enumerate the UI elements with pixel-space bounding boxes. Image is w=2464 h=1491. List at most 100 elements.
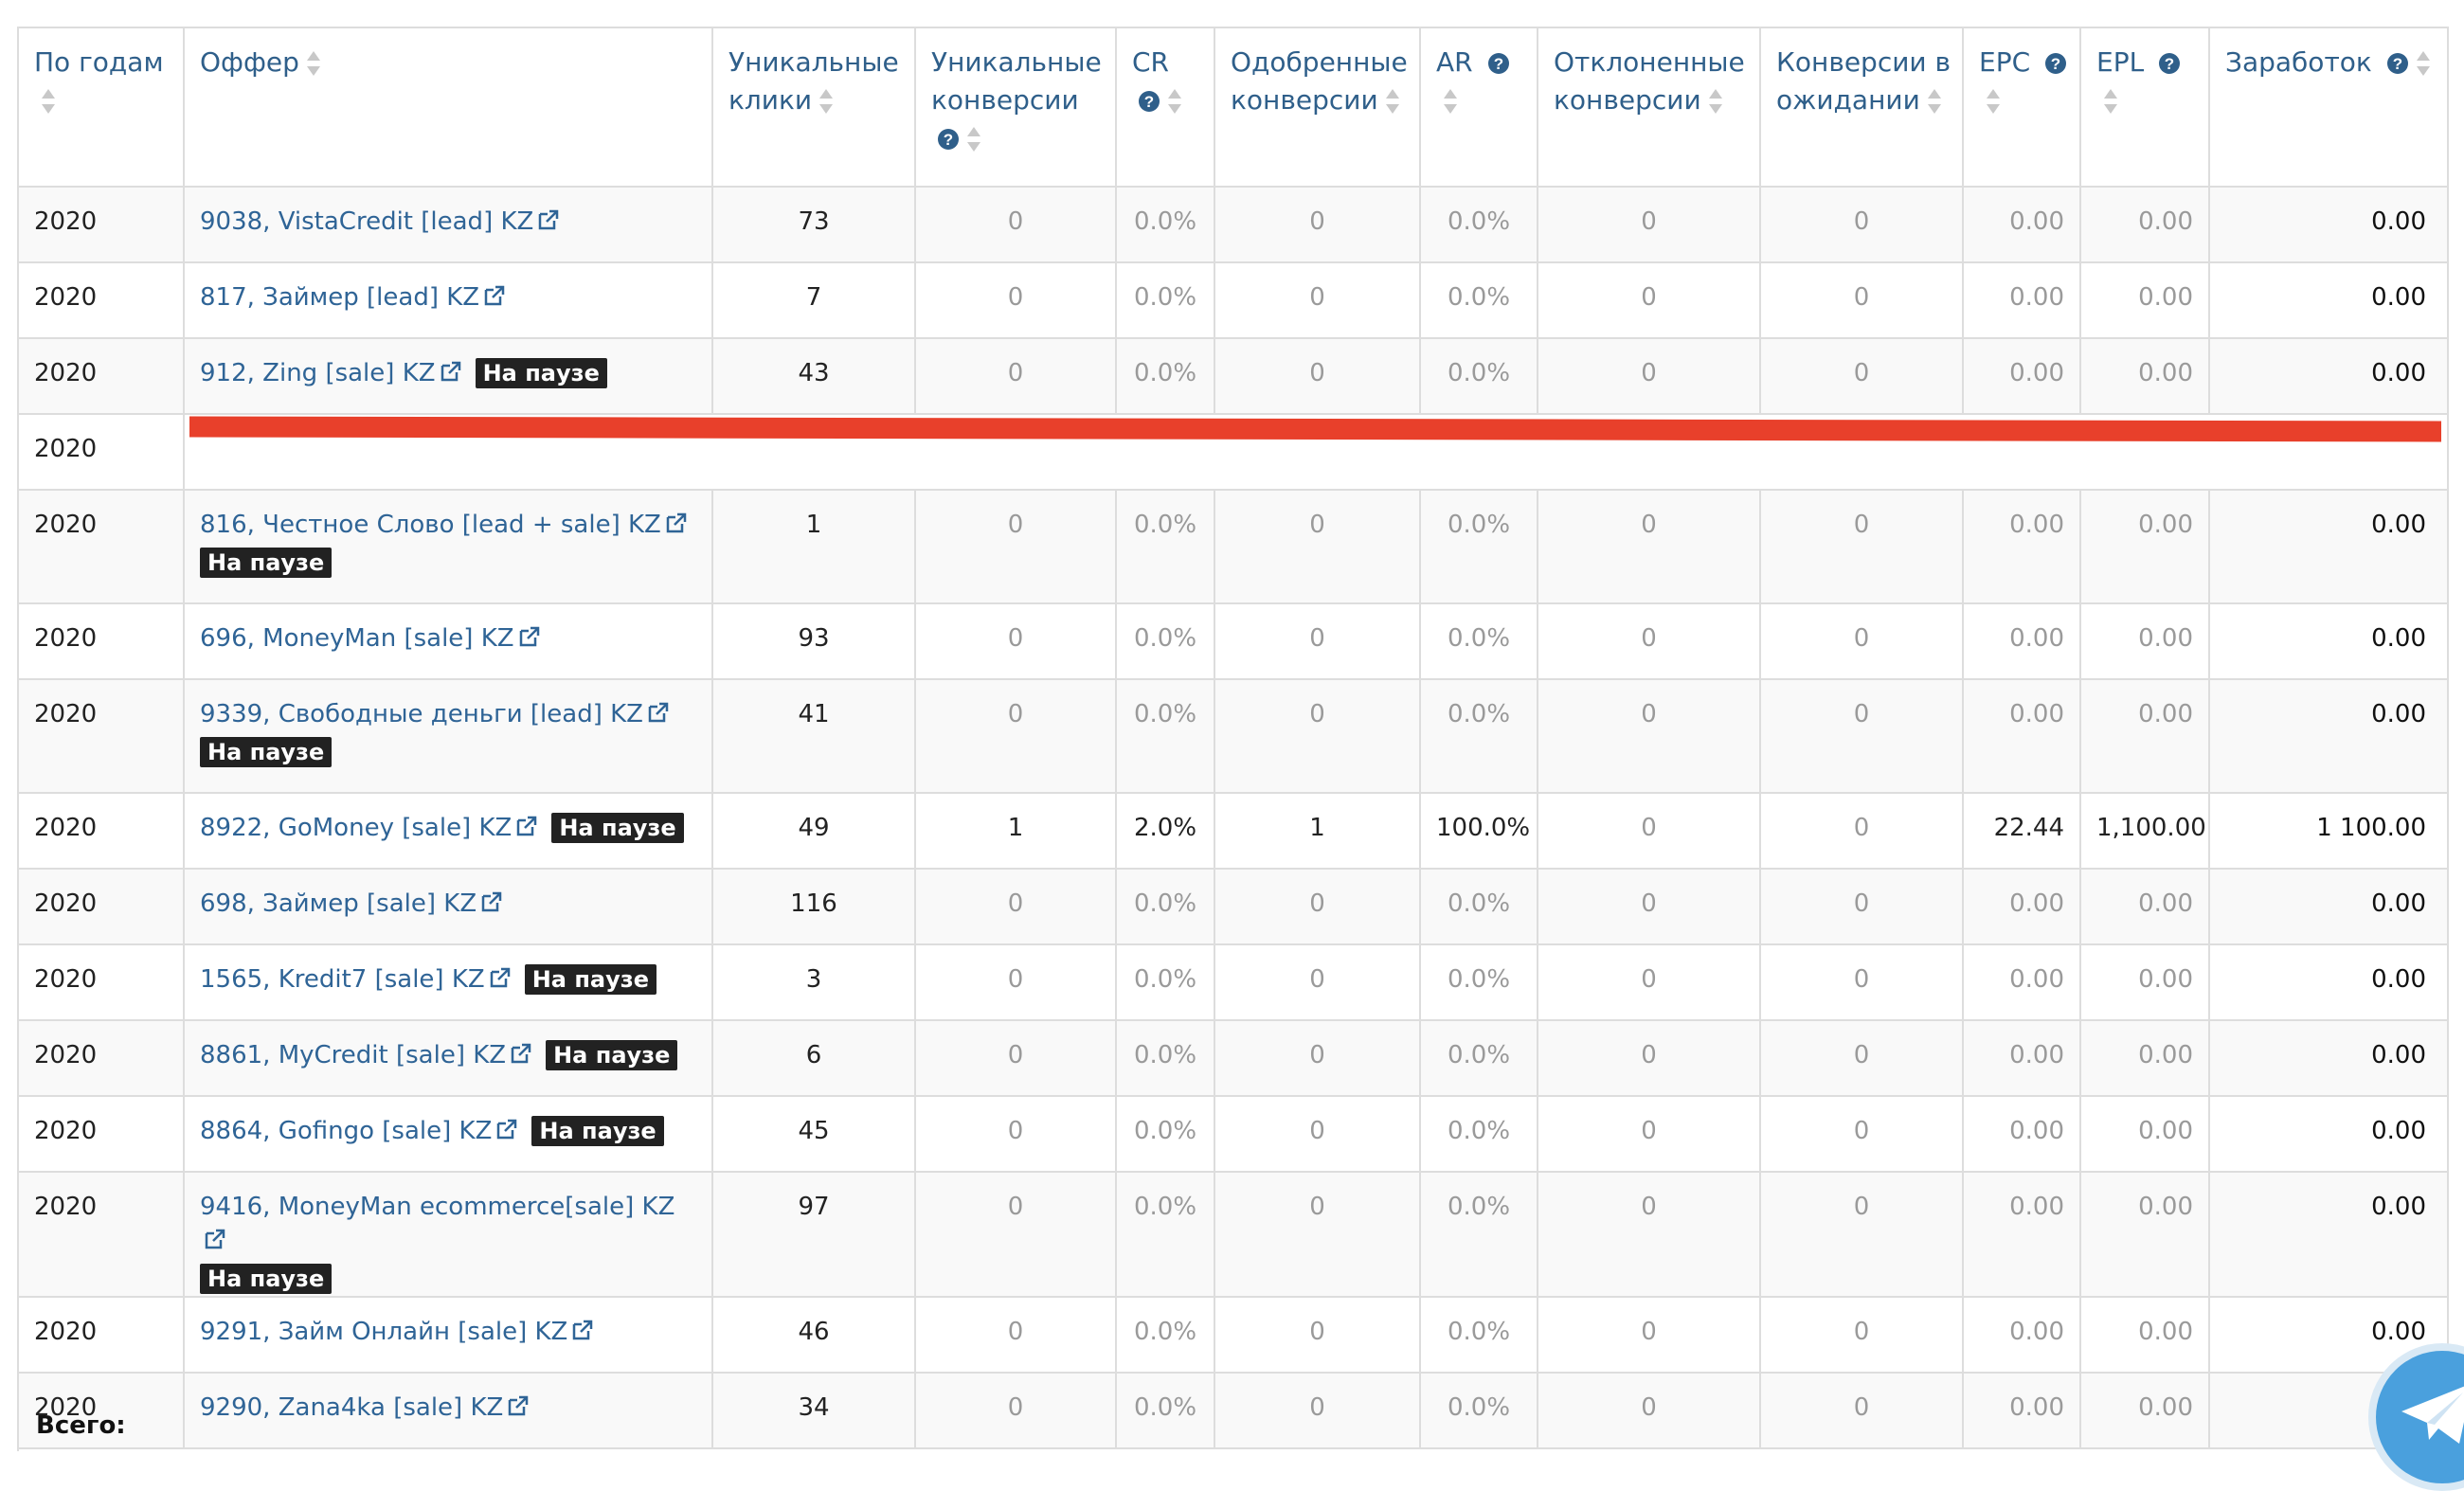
year-cell: 2020 <box>17 1171 185 1298</box>
question-circle-icon[interactable]: ? <box>2044 52 2067 75</box>
sort-arrows-icon[interactable] <box>1985 87 2002 116</box>
sort-arrows-icon[interactable] <box>1926 87 1943 116</box>
column-header[interactable]: Конверсии в ожидании <box>1759 27 1964 188</box>
external-link-icon[interactable] <box>495 1118 518 1141</box>
external-link-icon[interactable] <box>510 1042 532 1065</box>
sort-arrows-icon[interactable] <box>818 87 835 116</box>
earnings-cell: 0.00 <box>2208 1095 2449 1173</box>
clicks-cell: 97 <box>711 1171 916 1298</box>
external-link-icon[interactable] <box>515 815 538 837</box>
external-link-icon[interactable] <box>665 512 688 534</box>
sort-arrows-icon[interactable] <box>1166 87 1183 116</box>
question-circle-icon[interactable]: ? <box>2158 52 2181 75</box>
column-header[interactable]: Уникальные клики <box>711 27 916 188</box>
sort-arrows-icon[interactable] <box>965 125 982 153</box>
epl-cell: 0.00 <box>2079 1019 2210 1097</box>
svg-text:?: ? <box>944 131 953 149</box>
sort-arrows-icon[interactable] <box>1442 87 1459 116</box>
offer-link[interactable]: 817, Займер [lead] KZ <box>200 283 480 312</box>
cr-cell: 0.0% <box>1115 1095 1215 1173</box>
uconv-cell: 1 <box>914 792 1117 870</box>
external-link-icon[interactable] <box>518 625 541 648</box>
offer-link[interactable]: 8864, Gofingo [sale] KZ <box>200 1117 493 1145</box>
offer-link[interactable]: 9416, MoneyMan ecommerce[sale] KZ <box>200 1193 675 1221</box>
column-header-label: CR <box>1132 46 1170 78</box>
earnings-cell: 0.00 <box>2208 186 2449 263</box>
offer-link[interactable]: 8922, GoMoney [sale] KZ <box>200 814 513 842</box>
rejected-cell: 0 <box>1537 792 1761 870</box>
external-link-icon[interactable] <box>537 208 560 231</box>
sort-arrows-icon[interactable] <box>2102 87 2119 116</box>
external-link-icon[interactable] <box>571 1319 594 1341</box>
cr-cell: 0.0% <box>1115 868 1215 945</box>
offer-link[interactable]: 9290, Zana4ka [sale] KZ <box>200 1393 504 1422</box>
column-header-label: Уникальные клики <box>728 46 899 116</box>
clicks-cell: 7 <box>711 261 916 339</box>
rejected-cell: 0 <box>1537 602 1761 680</box>
external-link-icon[interactable] <box>204 1228 226 1250</box>
year-cell: 2020 <box>17 1095 185 1173</box>
offer-link[interactable]: 8861, MyCredit [sale] KZ <box>200 1041 507 1069</box>
clicks-cell: 49 <box>711 792 916 870</box>
offer-cell: 1565, Kredit7 [sale] KZ На паузе <box>183 943 713 1021</box>
cr-cell: 0.0% <box>1115 186 1215 263</box>
cr-cell: 0.0% <box>1115 678 1215 794</box>
year-cell: 2020 <box>17 489 185 604</box>
sort-arrows-icon[interactable] <box>305 49 322 78</box>
column-header[interactable]: AR ? <box>1419 27 1538 188</box>
offer-link[interactable]: 9339, Свободные деньги [lead] KZ <box>200 700 643 728</box>
approved-cell: 0 <box>1214 1095 1421 1173</box>
external-link-icon[interactable] <box>489 966 512 989</box>
approved-cell: 0 <box>1214 943 1421 1021</box>
epc-cell: 0.00 <box>1962 1095 2081 1173</box>
clicks-cell: 43 <box>711 337 916 415</box>
offer-link[interactable]: 9291, Займ Онлайн [sale] KZ <box>200 1318 568 1346</box>
rejected-cell: 0 <box>1537 1095 1761 1173</box>
offer-link[interactable]: 9038, VistaCredit [lead] KZ <box>200 207 534 236</box>
column-header[interactable]: CR ? <box>1115 27 1215 188</box>
offer-link[interactable]: 816, Честное Слово [lead + sale] KZ <box>200 511 661 539</box>
sort-arrows-icon[interactable] <box>1707 87 1724 116</box>
external-link-icon[interactable] <box>440 360 462 383</box>
year-cell: 2020 <box>17 261 185 339</box>
question-circle-icon[interactable]: ? <box>2386 52 2409 75</box>
column-header[interactable]: Оффер <box>183 27 713 188</box>
offer-cell: 9416, MoneyMan ecommerce[sale] KZ На пауз… <box>183 1171 713 1298</box>
question-circle-icon[interactable]: ? <box>1138 90 1160 113</box>
column-header[interactable]: EPC ? <box>1962 27 2081 188</box>
offer-link[interactable]: 696, MoneyMan [sale] KZ <box>200 624 514 653</box>
svg-text:?: ? <box>2393 55 2402 73</box>
external-link-icon[interactable] <box>483 284 506 307</box>
uconv-cell: 0 <box>914 1171 1117 1298</box>
year-cell: 2020 <box>17 602 185 680</box>
column-header[interactable]: Заработок ? <box>2208 27 2449 188</box>
sort-arrows-icon[interactable] <box>1384 87 1401 116</box>
year-cell: 2020 <box>17 943 185 1021</box>
external-link-icon[interactable] <box>647 701 670 724</box>
offer-link[interactable]: 698, Займер [sale] KZ <box>200 889 477 918</box>
sort-arrows-icon[interactable] <box>40 87 57 116</box>
table-body: 2020 9038, VistaCredit [lead] KZ 73 0 0.0% 0 0… <box>17 186 2449 1449</box>
column-header[interactable]: Отклоненные конверсии <box>1537 27 1761 188</box>
column-header[interactable]: EPL ? <box>2079 27 2210 188</box>
column-header[interactable]: Одобренные конверсии <box>1214 27 1421 188</box>
question-circle-icon[interactable]: ? <box>937 128 960 151</box>
external-link-icon[interactable] <box>507 1394 530 1417</box>
question-circle-icon[interactable]: ? <box>1487 52 1510 75</box>
sort-arrows-icon[interactable] <box>2415 49 2432 78</box>
cr-cell: 0.0% <box>1115 602 1215 680</box>
column-header[interactable]: Уникальные конверсии ? <box>914 27 1117 188</box>
column-header[interactable]: По годам <box>17 27 185 188</box>
external-link-icon[interactable] <box>480 890 503 913</box>
epl-cell: 0.00 <box>2079 337 2210 415</box>
year-cell: 2020 <box>17 1019 185 1097</box>
earnings-cell: 0.00 <box>2208 1019 2449 1097</box>
cr-cell: 0.0% <box>1115 1171 1215 1298</box>
pending-cell: 0 <box>1759 943 1964 1021</box>
offer-link[interactable]: 912, Zing [sale] KZ <box>200 359 436 387</box>
year-cell: 2020 <box>17 678 185 794</box>
svg-text:?: ? <box>1144 93 1154 111</box>
offer-link[interactable]: 1565, Kredit7 [sale] KZ <box>200 965 485 994</box>
uconv-cell: 0 <box>914 261 1117 339</box>
offer-cell: 9038, VistaCredit [lead] KZ <box>183 186 713 263</box>
